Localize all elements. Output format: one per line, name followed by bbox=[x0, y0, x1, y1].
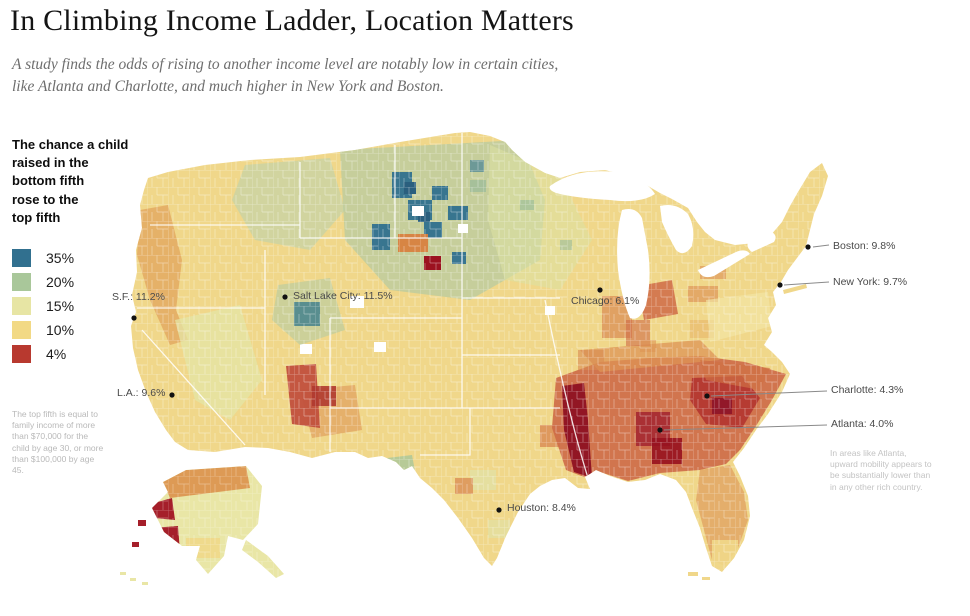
lake-huron bbox=[660, 205, 694, 254]
page-subtitle: A study finds the odds of rising to anot… bbox=[12, 56, 559, 95]
state-borders bbox=[137, 133, 589, 479]
city-label-newyork: New York: 9.7% bbox=[833, 276, 908, 288]
leader-line-newyork bbox=[783, 281, 830, 286]
legend-swatch-gold bbox=[12, 320, 31, 339]
city-label-chicago: Chicago: 6.1% bbox=[571, 295, 640, 307]
city-label-atlanta: Atlanta: 4.0% bbox=[831, 418, 894, 430]
leader-line-atlanta bbox=[663, 424, 828, 431]
city-dot-sf bbox=[131, 315, 137, 321]
legend-item-20: 20% bbox=[12, 272, 152, 291]
lake-michigan bbox=[617, 209, 650, 319]
footnote-income-definition: The top fifth is equal to family income … bbox=[12, 409, 104, 476]
city-dots bbox=[131, 244, 811, 513]
aleutian-islands bbox=[120, 572, 148, 585]
legend-item-4: 4% bbox=[12, 344, 152, 363]
legend-swatch-paleyellow bbox=[12, 296, 31, 315]
leader-line-boston bbox=[812, 244, 830, 248]
leader-line-charlotte bbox=[710, 390, 828, 397]
great-lakes bbox=[549, 171, 776, 319]
city-dot-houston bbox=[496, 507, 502, 513]
legend-swatch-red bbox=[12, 344, 31, 363]
city-dot-atlanta bbox=[657, 427, 663, 433]
legend-rows: 35% 20% 15% 10% 4% bbox=[12, 248, 152, 363]
city-dot-chicago bbox=[597, 287, 603, 293]
footnote-atlanta: In areas like Atlanta, upward mobility a… bbox=[830, 448, 932, 492]
city-label-slc: Salt Lake City: 11.5% bbox=[293, 290, 393, 302]
florida-keys bbox=[688, 572, 698, 576]
lake-ontario bbox=[747, 232, 776, 252]
city-label-sf: S.F.: 11.2% bbox=[112, 291, 165, 303]
lake-erie bbox=[698, 250, 750, 278]
city-label-la: L.A.: 9.6% bbox=[117, 387, 166, 399]
city-dot-charlotte bbox=[704, 393, 710, 399]
legend-item-10: 10% bbox=[12, 320, 152, 339]
legend-item-35: 35% bbox=[12, 248, 152, 267]
page-title: In Climbing Income Ladder, Location Matt… bbox=[10, 4, 574, 37]
city-dot-la bbox=[169, 392, 175, 398]
city-label-houston: Houston: 8.4% bbox=[507, 502, 576, 514]
legend-swatch-blue bbox=[12, 248, 31, 267]
lake-superior bbox=[549, 171, 655, 202]
city-dot-boston bbox=[805, 244, 811, 250]
city-dot-newyork bbox=[777, 282, 783, 288]
city-dot-slc bbox=[282, 294, 288, 300]
map-legend: The chance a child raised in the bottom … bbox=[12, 136, 152, 369]
legend-item-15: 15% bbox=[12, 296, 152, 315]
city-label-charlotte: Charlotte: 4.3% bbox=[831, 384, 904, 396]
legend-swatch-green bbox=[12, 272, 31, 291]
legend-title: The chance a child raised in the bottom … bbox=[12, 137, 129, 225]
alaska-west-islands bbox=[132, 520, 146, 547]
leader-lines bbox=[663, 244, 830, 431]
long-island bbox=[783, 284, 807, 294]
city-label-boston: Boston: 9.8% bbox=[833, 240, 896, 252]
